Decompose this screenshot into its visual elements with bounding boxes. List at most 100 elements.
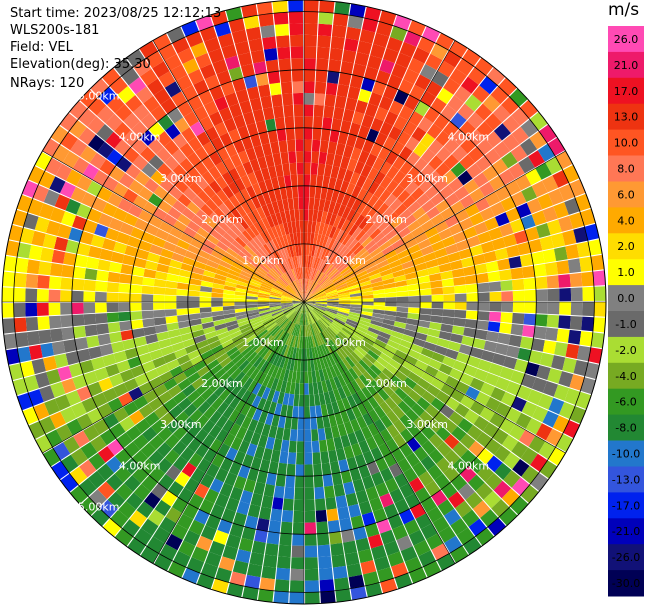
- velocity-gate: [399, 161, 414, 176]
- velocity-gate: [393, 89, 409, 105]
- velocity-gate: [340, 265, 351, 275]
- velocity-gate: [224, 143, 238, 158]
- velocity-gate: [384, 249, 397, 260]
- velocity-gate: [48, 302, 61, 316]
- velocity-gate: [392, 524, 408, 541]
- velocity-gate: [365, 486, 379, 501]
- velocity-gate: [174, 117, 190, 133]
- velocity-gate: [188, 290, 200, 297]
- velocity-gate: [327, 304, 339, 308]
- velocity-gate: [203, 100, 219, 116]
- velocity-gate: [263, 362, 273, 375]
- velocity-gate: [145, 51, 164, 69]
- velocity-gate: [287, 334, 294, 347]
- velocity-gate: [199, 26, 217, 42]
- velocity-gate: [344, 323, 356, 331]
- velocity-gate: [130, 275, 144, 285]
- velocity-gate: [278, 331, 287, 343]
- velocity-gate: [326, 308, 338, 313]
- velocity-gate: [491, 237, 506, 251]
- velocity-gate: [199, 302, 212, 308]
- velocity-gate: [266, 202, 275, 216]
- velocity-gate: [325, 355, 333, 367]
- velocity-gate: [206, 335, 220, 345]
- velocity-gate: [546, 314, 560, 328]
- velocity-gate: [141, 162, 157, 178]
- velocity-gate: [411, 403, 425, 417]
- velocity-gate: [246, 392, 257, 406]
- velocity-gate: [524, 302, 537, 314]
- range-ring-label: 5.00km: [78, 500, 120, 513]
- velocity-gate: [242, 328, 254, 337]
- velocity-gate: [383, 85, 398, 101]
- velocity-gate: [127, 537, 146, 556]
- velocity-gate: [292, 302, 304, 305]
- velocity-gate: [523, 313, 536, 326]
- velocity-gate: [434, 345, 448, 356]
- velocity-gate: [349, 122, 361, 137]
- velocity-gate: [173, 372, 188, 385]
- velocity-gate: [338, 231, 348, 244]
- velocity-gate: [197, 249, 211, 260]
- velocity-gate: [288, 0, 303, 12]
- velocity-gate: [211, 306, 224, 312]
- velocity-gate: [373, 305, 386, 311]
- velocity-gate: [223, 342, 236, 353]
- velocity-gate: [235, 426, 248, 440]
- velocity-gate: [280, 521, 293, 534]
- velocity-gate: [138, 209, 153, 223]
- velocity-gate: [201, 321, 215, 330]
- velocity-gate: [15, 257, 29, 273]
- velocity-gate: [257, 156, 268, 170]
- velocity-gate: [500, 196, 516, 212]
- velocity-gate: [203, 185, 216, 199]
- velocity-gate: [449, 368, 464, 381]
- velocity-gate: [260, 167, 271, 181]
- velocity-gate: [520, 336, 534, 350]
- velocity-gate: [442, 419, 458, 434]
- velocity-gate: [536, 223, 551, 238]
- velocity-gate: [425, 404, 440, 419]
- velocity-gate: [216, 189, 229, 203]
- velocity-gate: [250, 133, 262, 148]
- velocity-gate: [489, 175, 505, 191]
- velocity-gate: [98, 377, 113, 392]
- velocity-gate: [388, 126, 403, 141]
- velocity-gate: [308, 280, 314, 292]
- velocity-gate: [239, 323, 251, 331]
- velocity-gate: [438, 228, 453, 241]
- velocity-gate: [390, 264, 404, 273]
- velocity-gate: [324, 164, 333, 177]
- colorbar-tick-label: -17.0: [612, 499, 640, 512]
- velocity-gate: [96, 270, 109, 282]
- velocity-gate: [204, 216, 218, 229]
- velocity-gate: [51, 249, 66, 264]
- velocity-gate: [518, 429, 536, 447]
- velocity-gate: [405, 408, 419, 423]
- velocity-gate: [281, 304, 293, 308]
- velocity-gate: [333, 241, 342, 254]
- velocity-gate: [183, 403, 198, 417]
- velocity-gate: [391, 562, 409, 578]
- velocity-gate: [505, 207, 521, 223]
- velocity-gate: [304, 557, 318, 570]
- velocity-gate: [345, 97, 358, 112]
- velocity-gate: [179, 142, 195, 158]
- velocity-gate: [343, 144, 354, 159]
- velocity-gate: [404, 238, 418, 249]
- velocity-gate: [360, 254, 372, 264]
- velocity-gate: [469, 244, 484, 257]
- velocity-gate: [157, 162, 173, 178]
- velocity-gate: [238, 343, 250, 354]
- velocity-gate: [450, 389, 465, 403]
- velocity-gate: [222, 376, 235, 389]
- velocity-gate: [199, 296, 212, 302]
- velocity-gate: [105, 363, 120, 377]
- velocity-gate: [341, 193, 351, 207]
- velocity-gate: [364, 261, 377, 271]
- velocity-gate: [122, 254, 136, 266]
- velocity-gate: [453, 276, 466, 286]
- velocity-gate: [232, 77, 247, 93]
- velocity-gate: [521, 186, 538, 202]
- velocity-gate: [319, 234, 326, 247]
